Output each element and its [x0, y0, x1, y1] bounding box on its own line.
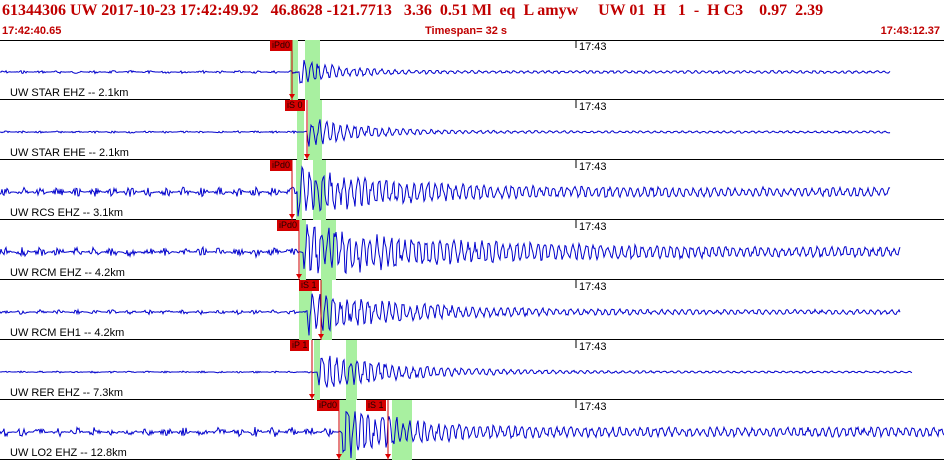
- phase-window[interactable]: [346, 340, 357, 400]
- pick-marker-icon: [309, 394, 315, 399]
- phase-window[interactable]: [314, 340, 320, 400]
- phase-window[interactable]: [340, 400, 356, 460]
- time-tick-label: 17:43: [579, 161, 607, 173]
- phase-window[interactable]: [290, 40, 298, 100]
- time-tick-label: 17:43: [579, 221, 607, 233]
- trace-label: UW RCM EH1 -- 4.2km: [10, 327, 125, 339]
- time-tick-label: 17:43: [579, 41, 607, 53]
- phase-pick-label[interactable]: iS 1: [366, 400, 386, 411]
- phase-pick-label[interactable]: iPd0: [270, 160, 293, 171]
- pick-marker-icon: [304, 154, 310, 159]
- trace-label: UW RCS EHZ -- 3.1km: [10, 207, 124, 219]
- phase-pick-label[interactable]: iS 0: [285, 100, 305, 111]
- pick-marker-icon: [385, 454, 391, 459]
- phase-window[interactable]: [299, 280, 312, 340]
- pick-marker-icon: [289, 214, 295, 219]
- waveform-trace[interactable]: [0, 59, 891, 84]
- waveform-trace[interactable]: [0, 355, 913, 388]
- phase-window[interactable]: [308, 100, 322, 160]
- phase-pick-label[interactable]: iP 1: [290, 340, 310, 351]
- timespan-label: Timespan= 32 s: [425, 25, 508, 37]
- waveform-trace[interactable]: [0, 165, 891, 217]
- seismogram-panel[interactable]: [0, 40, 944, 460]
- time-tick-label: 17:43: [579, 401, 607, 413]
- pick-marker-icon: [289, 94, 295, 99]
- phase-window[interactable]: [313, 160, 326, 220]
- phase-window[interactable]: [297, 100, 304, 160]
- phase-window[interactable]: [300, 220, 306, 280]
- trace-label: UW LO2 EHZ -- 12.8km: [10, 447, 127, 459]
- waveform-trace[interactable]: [0, 293, 901, 336]
- event-title: 61344306 UW 2017-10-23 17:42:49.92 46.86…: [2, 2, 824, 19]
- pick-marker-icon: [296, 274, 302, 279]
- trace-label: UW RCM EHZ -- 4.2km: [10, 267, 125, 279]
- start-time: 17:42:40.65: [2, 25, 62, 37]
- pick-marker-icon: [336, 454, 342, 459]
- phase-pick-label[interactable]: iS 1: [299, 280, 319, 291]
- trace-label: UW STAR EHZ -- 2.1km: [10, 87, 129, 99]
- waveform-trace[interactable]: [0, 119, 891, 147]
- waveform-trace[interactable]: [0, 224, 901, 275]
- time-tick-label: 17:43: [579, 281, 607, 293]
- phase-pick-label[interactable]: iPd0: [317, 400, 340, 411]
- phase-pick-label[interactable]: iPd0: [277, 220, 300, 231]
- phase-window[interactable]: [321, 280, 332, 340]
- trace-label: UW RER EHZ -- 7.3km: [10, 387, 124, 399]
- event-header: 61344306 UW 2017-10-23 17:42:49.92 46.86…: [0, 0, 944, 41]
- trace-label: UW STAR EHE -- 2.1km: [10, 147, 129, 159]
- time-tick-label: 17:43: [579, 341, 607, 353]
- waveform-trace[interactable]: [0, 410, 944, 459]
- phase-pick-label[interactable]: iPd0: [270, 40, 293, 51]
- end-time: 17:43:12.37: [880, 25, 940, 37]
- phase-window[interactable]: [296, 160, 302, 220]
- pick-marker-icon: [318, 334, 324, 339]
- time-tick-label: 17:43: [579, 101, 607, 113]
